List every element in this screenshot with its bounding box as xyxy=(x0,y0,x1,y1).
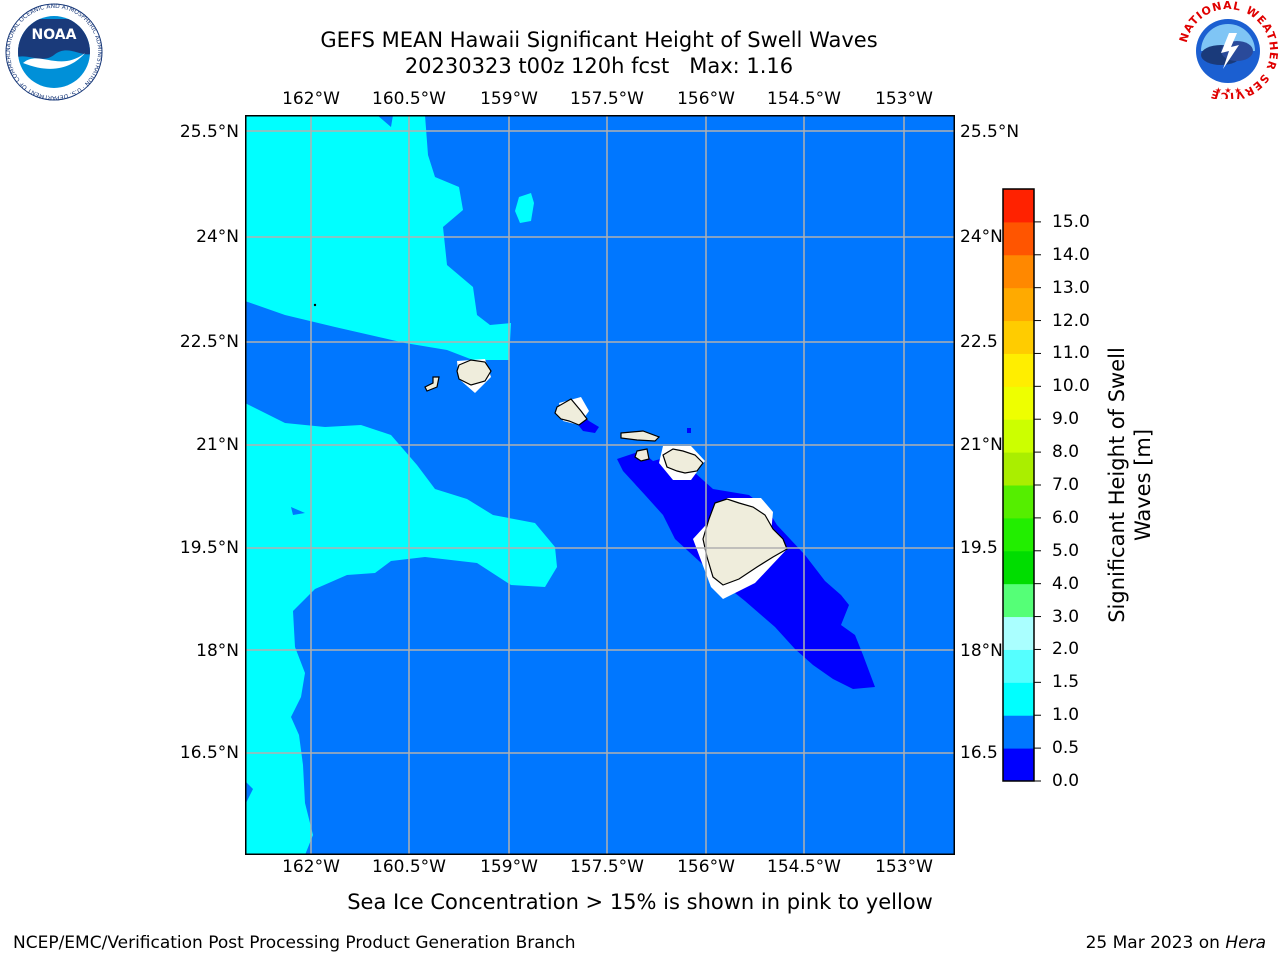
colorbar-tick-label: 0.5 xyxy=(1052,738,1080,759)
generation-date: 25 Mar 2023 on Hera xyxy=(1086,933,1266,953)
noaa-logo-text: NOAA xyxy=(32,27,77,43)
colorbar-swatch xyxy=(1003,550,1034,585)
colorbar-swatch xyxy=(1003,649,1034,683)
lat-tick-left: 24°N xyxy=(196,227,239,247)
colorbar-tick-label: 11.0 xyxy=(1052,343,1090,364)
colorbar xyxy=(1002,188,1041,782)
colorbar-tick-label: 4.0 xyxy=(1052,573,1080,594)
colorbar-tick-label: 7.0 xyxy=(1052,475,1080,495)
colorbar-label-line2: Waves [m] xyxy=(1131,428,1155,542)
colorbar-swatch xyxy=(1003,221,1034,256)
lat-tick-right: 18°N xyxy=(960,641,1003,661)
colorbar-swatch xyxy=(1003,419,1034,453)
branch-credit: NCEP/EMC/Verification Post Processing Pr… xyxy=(13,933,576,953)
colorbar-swatch xyxy=(1003,254,1034,289)
nws-logo: NATIONAL WEATHER SERVICE ★ ★ ★ xyxy=(1177,1,1279,99)
island-kaula xyxy=(313,303,317,307)
swell-height-map xyxy=(245,115,955,855)
colorbar-swatch xyxy=(1003,583,1034,618)
colorbar-swatch xyxy=(1003,682,1034,716)
colorbar-tick-label: 0.0 xyxy=(1052,771,1080,791)
colorbar-swatch xyxy=(1003,386,1034,420)
lat-tick-left: 16.5°N xyxy=(179,743,239,763)
lon-tick-bottom: 157.5°W xyxy=(570,857,644,877)
lon-tick-bottom: 153°W xyxy=(875,857,933,877)
colorbar-tick-label: 8.0 xyxy=(1052,442,1080,463)
colorbar-tick-label: 9.0 xyxy=(1052,409,1080,430)
colorbar-tick-label: 15.0 xyxy=(1052,211,1090,232)
lon-tick-bottom: 159°W xyxy=(480,857,538,877)
island-oahu xyxy=(554,398,588,426)
map-gridlines xyxy=(245,115,955,855)
colorbar-swatch xyxy=(1003,517,1034,552)
lat-tick-left: 22.5°N xyxy=(179,332,239,352)
colorbar-tick-label: 13.0 xyxy=(1052,277,1090,298)
svg-text:★ ★ ★: ★ ★ ★ xyxy=(1215,86,1242,95)
lon-tick-top: 157.5°W xyxy=(570,89,644,109)
swell-band-0.5-1.0-notch xyxy=(291,507,305,515)
island-molokai xyxy=(620,430,661,442)
lat-tick-left: 19.5°N xyxy=(179,538,239,558)
colorbar-swatch xyxy=(1003,287,1034,322)
colorbar-tick-label: 1.0 xyxy=(1052,705,1080,726)
colorbar-swatch xyxy=(1003,353,1034,387)
lat-tick-right: 16.5 xyxy=(960,743,998,763)
map-subtitle: 20230323 t00z 120h fcst Max: 1.16 xyxy=(404,54,794,78)
colorbar-tick-label: 12.0 xyxy=(1052,310,1090,331)
map-title: GEFS MEAN Hawaii Significant Height of S… xyxy=(320,28,878,52)
swell-band-1.0-1.5-south xyxy=(245,403,557,855)
colorbar-swatch xyxy=(1003,616,1034,650)
colorbar-swatch xyxy=(1003,189,1034,223)
colorbar-tick-label: 14.0 xyxy=(1052,244,1090,265)
colorbar-swatch xyxy=(1003,748,1034,782)
colorbar-tick-label: 1.5 xyxy=(1052,672,1080,693)
lat-tick-right: 22.5 xyxy=(960,332,998,352)
noaa-logo: NATIONAL OCEANIC AND ATMOSPHERIC ADMINIS… xyxy=(3,3,103,101)
island-lanai xyxy=(634,448,650,462)
date-text: 25 Mar 2023 on xyxy=(1085,933,1226,953)
lon-tick-top: 159°W xyxy=(480,89,538,109)
map-frame xyxy=(245,115,955,855)
sea-ice-footnote: Sea Ice Concentration > 15% is shown in … xyxy=(347,890,933,914)
lon-tick-bottom: 160.5°W xyxy=(372,857,446,877)
colorbar-tick-label: 6.0 xyxy=(1052,507,1080,528)
colorbar-swatch xyxy=(1003,320,1034,354)
colorbar-tick-label: 10.0 xyxy=(1052,376,1090,397)
colorbar-tick-label: 3.0 xyxy=(1052,606,1080,627)
colorbar-tick-label: 5.0 xyxy=(1052,540,1080,561)
colorbar-swatch xyxy=(1003,715,1034,749)
lon-tick-top: 162°W xyxy=(282,89,340,109)
machine-name: Hera xyxy=(1225,933,1266,953)
colorbar-swatch xyxy=(1003,485,1034,519)
lat-tick-right: 21°N xyxy=(960,435,1003,455)
lat-tick-left: 25.5°N xyxy=(179,122,239,142)
lon-tick-top: 154.5°W xyxy=(767,89,841,109)
island-niihau xyxy=(424,376,440,392)
lon-tick-bottom: 154.5°W xyxy=(767,857,841,877)
colorbar-label-line1: Significant Height of Swell xyxy=(1105,347,1129,623)
lon-tick-top: 153°W xyxy=(875,89,933,109)
lat-tick-left: 18°N xyxy=(196,641,239,661)
lat-tick-left: 21°N xyxy=(196,435,239,455)
colorbar-swatch xyxy=(1003,452,1034,486)
lat-tick-right: 24°N xyxy=(960,227,1003,247)
swell-band-0-0.5-molokai xyxy=(687,428,691,433)
lat-tick-right: 19.5 xyxy=(960,538,998,558)
colorbar-frame xyxy=(1002,188,1035,782)
lon-tick-top: 156°W xyxy=(677,89,735,109)
colorbar-label: Significant Height of Swell Waves [m] xyxy=(1104,347,1156,623)
lat-tick-right: 25.5°N xyxy=(960,122,1020,142)
lon-tick-bottom: 156°W xyxy=(677,857,735,877)
colorbar-tick-label: 2.0 xyxy=(1052,639,1080,660)
swell-band-1.0-1.5-islet xyxy=(515,193,534,223)
island-kauai xyxy=(456,359,492,386)
lon-tick-top: 160.5°W xyxy=(372,89,446,109)
island-maui xyxy=(662,448,704,474)
lon-tick-bottom: 162°W xyxy=(282,857,340,877)
